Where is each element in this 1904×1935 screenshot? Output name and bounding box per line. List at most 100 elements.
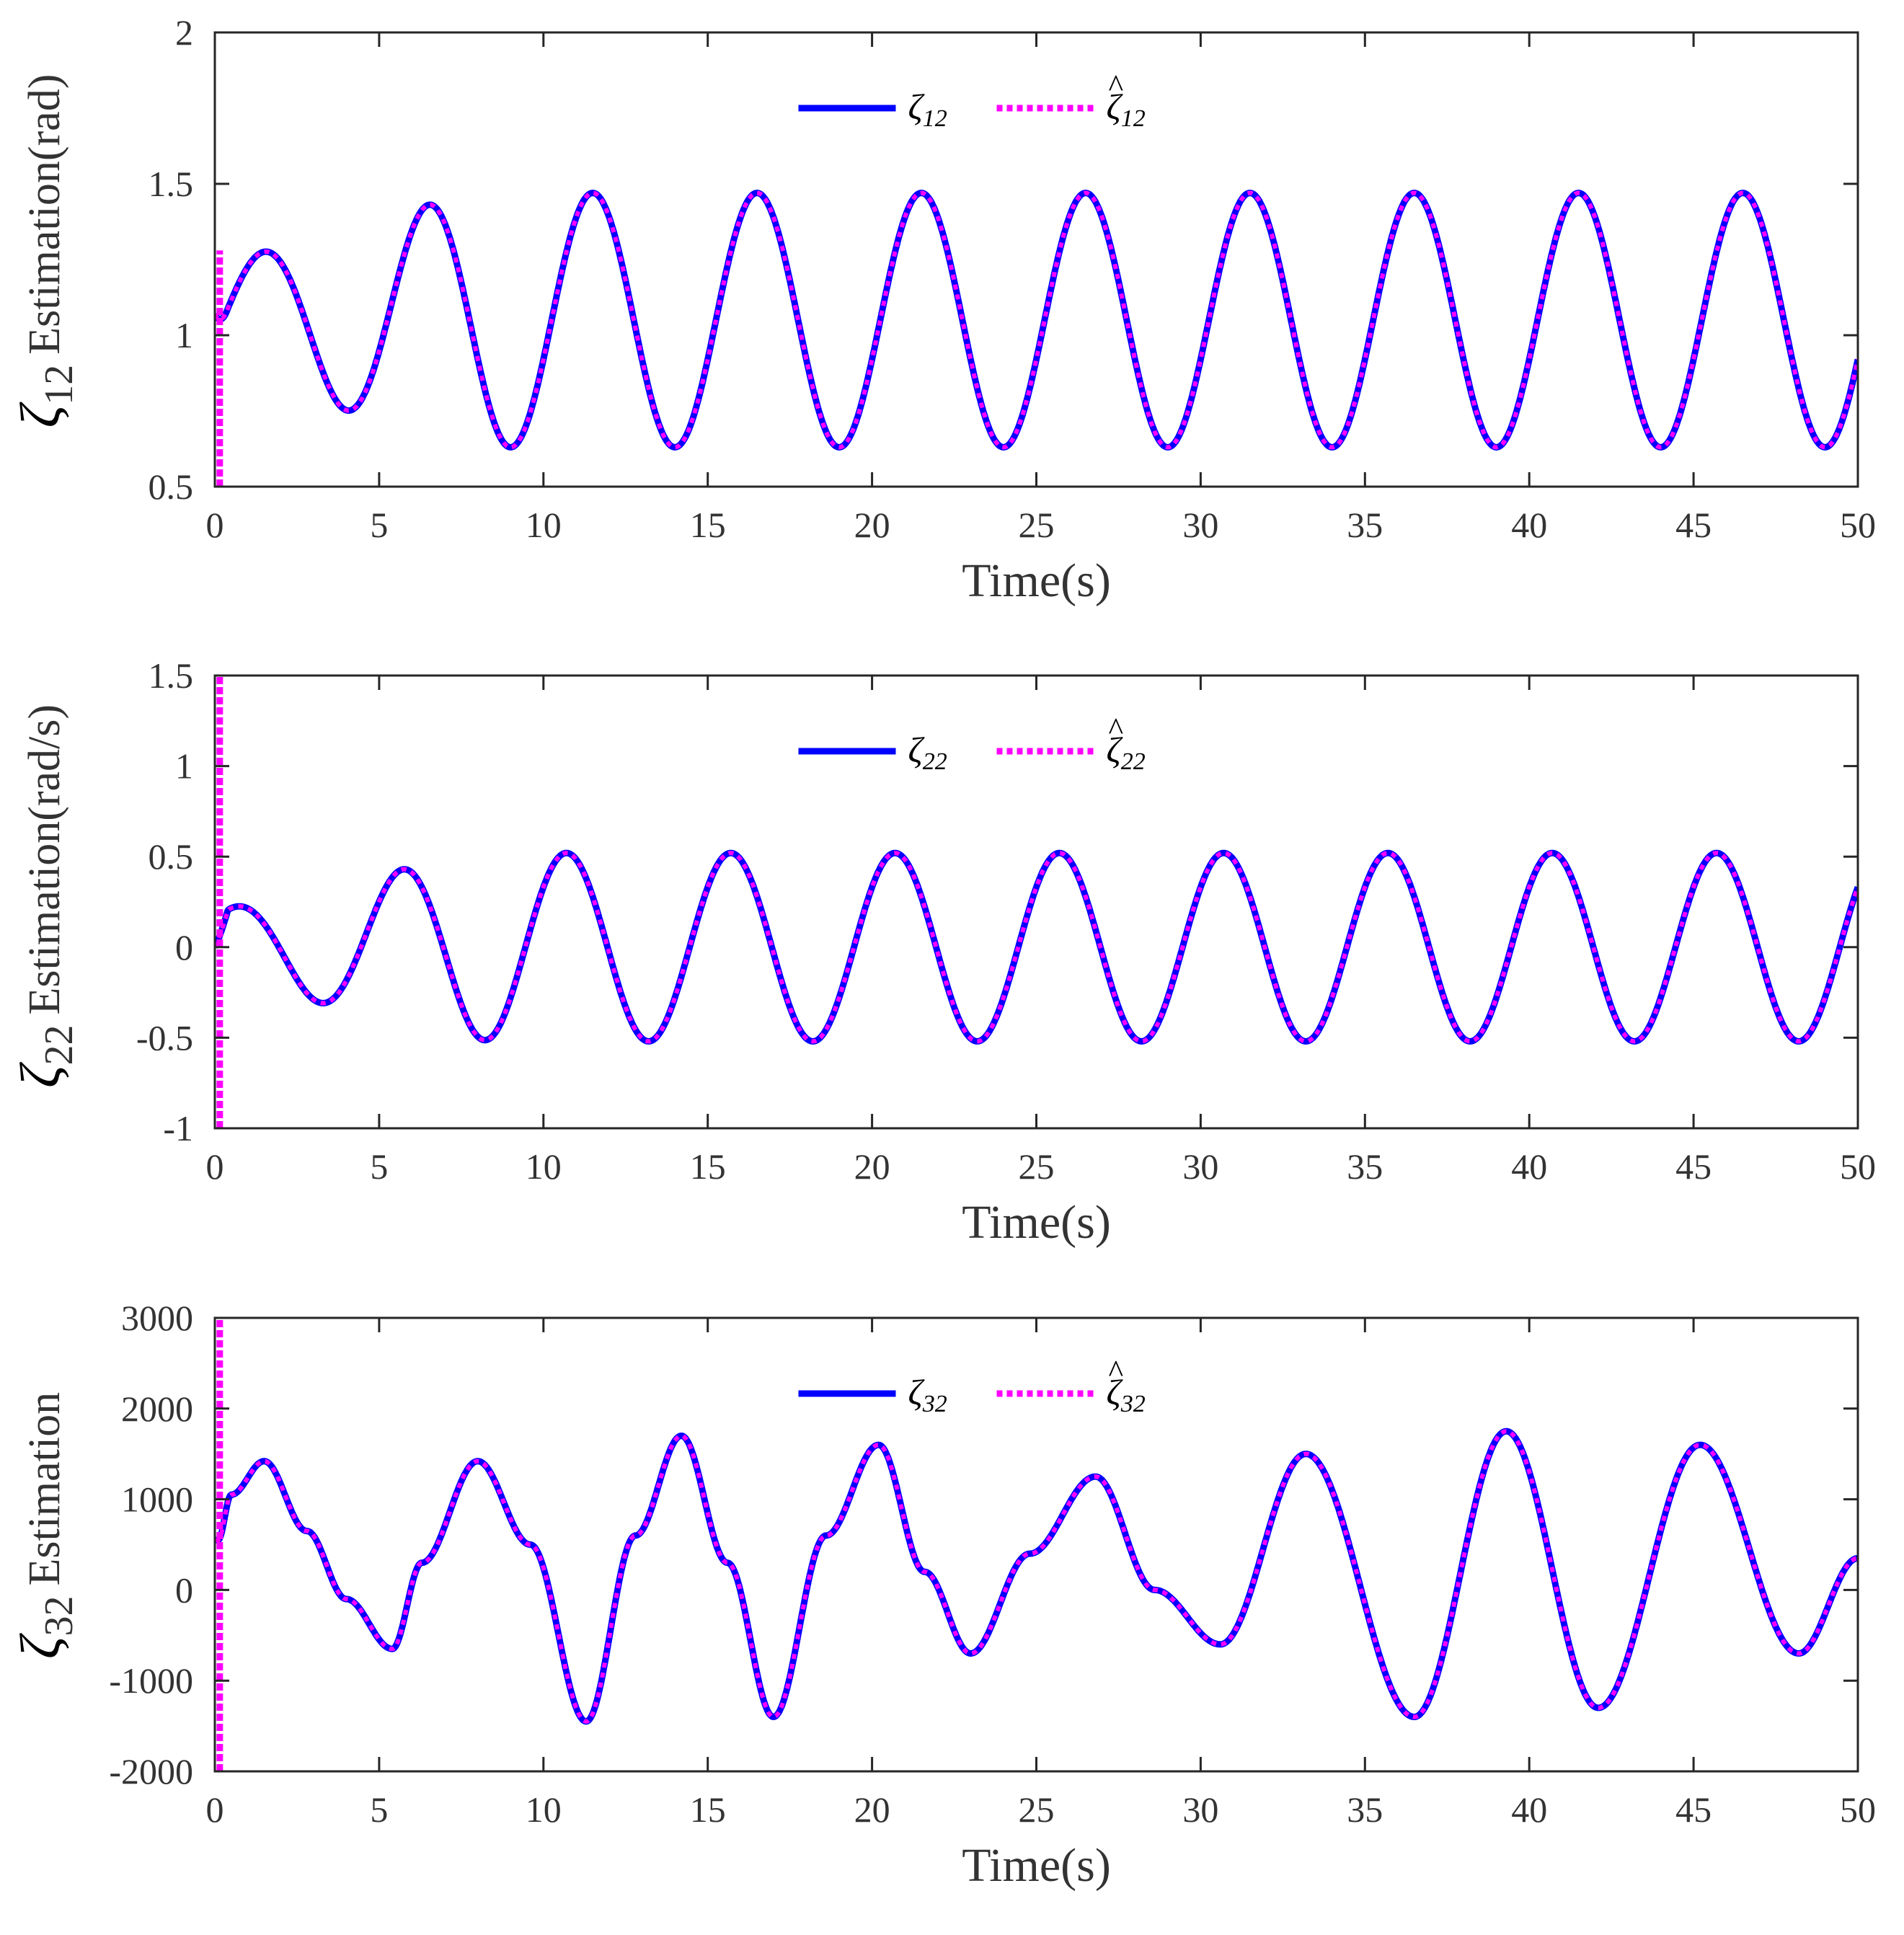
x-tick-label: 35 bbox=[1347, 1146, 1383, 1187]
series-group bbox=[215, 1318, 1858, 1771]
x-tick-label: 45 bbox=[1675, 505, 1712, 545]
x-tick-label: 40 bbox=[1511, 1146, 1547, 1187]
x-tick-label: 35 bbox=[1347, 505, 1383, 545]
x-tick-label: 15 bbox=[690, 505, 726, 545]
series-group bbox=[215, 190, 1858, 487]
y-tick-label: 2000 bbox=[121, 1389, 193, 1429]
x-tick-label: 20 bbox=[854, 1789, 890, 1830]
x-tick-label: 15 bbox=[690, 1789, 726, 1830]
x-tick-label: 40 bbox=[1511, 1789, 1547, 1830]
x-tick-label: 10 bbox=[526, 1789, 562, 1830]
y-axis-label-text: Estimation(rad/s) bbox=[20, 704, 69, 1014]
y-tick-label: 1.5 bbox=[149, 655, 194, 696]
x-tick-label: 0 bbox=[206, 1789, 224, 1830]
x-tick-label: 50 bbox=[1840, 1789, 1876, 1830]
legend-label-true-subscript: 12 bbox=[923, 105, 947, 132]
x-tick-label: 25 bbox=[1019, 505, 1055, 545]
y-tick-label: -0.5 bbox=[136, 1017, 193, 1058]
x-tick-label: 45 bbox=[1675, 1789, 1712, 1830]
x-tick-label: 35 bbox=[1347, 1789, 1383, 1830]
legend-label-estimate-symbol: ζ bbox=[1107, 1372, 1124, 1412]
legend-label-true: ζ32 bbox=[908, 1372, 947, 1417]
legend: ζ22 ζ22^ bbox=[798, 712, 1146, 775]
legend-label-true: ζ22 bbox=[908, 730, 947, 775]
legend-label-true-subscript: 32 bbox=[922, 1391, 947, 1417]
x-tick-label: 5 bbox=[370, 1789, 388, 1830]
y-tick-label: -1000 bbox=[109, 1660, 193, 1701]
legend-label-true: ζ12 bbox=[908, 87, 947, 132]
legend-label-estimate-subscript: 12 bbox=[1121, 105, 1146, 132]
x-tick-label: 20 bbox=[854, 505, 890, 545]
y-axis-label-subscript: 12 bbox=[37, 365, 81, 405]
legend-label-true-symbol: ζ bbox=[908, 730, 926, 770]
x-tick-label: 40 bbox=[1511, 505, 1547, 545]
x-tick-label: 10 bbox=[526, 1146, 562, 1187]
x-tick-label: 20 bbox=[854, 1146, 890, 1187]
legend-label-estimate-subscript: 22 bbox=[1121, 748, 1146, 775]
series-line-estimate bbox=[215, 190, 1858, 450]
x-tick-label: 50 bbox=[1840, 505, 1876, 545]
y-axis-label-subscript: 22 bbox=[37, 1024, 81, 1065]
y-axis-label: ζ12 Estimation(rad) bbox=[9, 74, 81, 428]
panel-top: 0 5 10 15 20 25 30 35 40 45 500.511.52Time(s)ζ12Es… bbox=[9, 12, 1876, 607]
legend: ζ32 ζ32^ bbox=[798, 1354, 1146, 1417]
y-tick-label: 1.5 bbox=[149, 164, 194, 204]
y-tick-label: 3000 bbox=[121, 1298, 193, 1338]
y-axis-label: ζ32 Estimation bbox=[9, 1392, 81, 1659]
legend-label-estimate: ζ32 bbox=[1107, 1372, 1146, 1417]
y-tick-label: 0 bbox=[175, 1569, 193, 1610]
y-axis-label-text: Estimation(rad) bbox=[20, 74, 69, 355]
legend-hat-accent: ^ bbox=[1109, 68, 1124, 104]
legend-label-estimate: ζ22 bbox=[1107, 730, 1146, 775]
x-tick-label: 0 bbox=[206, 505, 224, 545]
x-axis-label: Time(s) bbox=[962, 1196, 1111, 1249]
plot-area bbox=[215, 676, 1858, 1128]
legend-label-true-subscript: 22 bbox=[923, 748, 947, 775]
y-axis-label-symbol: ζ bbox=[9, 1062, 71, 1088]
y-axis-label-text: Estimation bbox=[20, 1392, 69, 1586]
x-axis-label: Time(s) bbox=[962, 554, 1111, 607]
legend-label-true-symbol: ζ bbox=[908, 1372, 926, 1412]
y-tick-label: -1 bbox=[163, 1108, 193, 1148]
legend-hat-accent: ^ bbox=[1109, 1354, 1124, 1389]
x-tick-label: 15 bbox=[690, 1146, 726, 1187]
y-axis-label-subscript: 32 bbox=[37, 1596, 81, 1637]
legend-hat-accent: ^ bbox=[1109, 712, 1124, 747]
y-axis-label-symbol: ζ bbox=[9, 402, 71, 428]
y-tick-label: 0.5 bbox=[149, 466, 194, 507]
x-tick-label: 0 bbox=[206, 1146, 224, 1187]
legend: ζ12 ζ12^ bbox=[798, 68, 1146, 132]
y-tick-label: 0.5 bbox=[149, 836, 194, 877]
y-tick-label: 1000 bbox=[121, 1479, 193, 1520]
x-tick-label: 5 bbox=[370, 1146, 388, 1187]
legend-label-estimate-subscript: 32 bbox=[1120, 1391, 1146, 1417]
x-axis-label: Time(s) bbox=[962, 1839, 1111, 1892]
y-tick-label: -2000 bbox=[109, 1751, 193, 1792]
series-line-true bbox=[215, 849, 1858, 1045]
x-tick-label: 10 bbox=[526, 505, 562, 545]
legend-label-true-symbol: ζ bbox=[908, 87, 926, 127]
y-tick-label: 1 bbox=[175, 315, 193, 355]
plot-area bbox=[215, 32, 1858, 487]
x-tick-label: 45 bbox=[1675, 1146, 1712, 1187]
x-tick-label: 50 bbox=[1840, 1146, 1876, 1187]
legend-label-estimate: ζ12 bbox=[1107, 87, 1146, 132]
x-tick-label: 5 bbox=[370, 505, 388, 545]
y-tick-label: 2 bbox=[175, 12, 193, 53]
panel-bottom: 0 5 10 15 20 25 30 35 40 45 50 -2000 -1000 0 1000 2000 3… bbox=[9, 1298, 1876, 1892]
panel-middle: 0 5 10 15 20 25 30 35 40 45 50 -1 -0.5 0 0.5 1 1.5 Time(s… bbox=[9, 655, 1876, 1249]
x-tick-label: 25 bbox=[1019, 1789, 1055, 1830]
x-tick-label: 30 bbox=[1182, 1789, 1218, 1830]
x-tick-label: 30 bbox=[1182, 1146, 1218, 1187]
plot-area bbox=[215, 1318, 1858, 1771]
x-tick-label: 25 bbox=[1019, 1146, 1055, 1187]
y-axis-label: ζ22 Estimation(rad/s) bbox=[9, 704, 81, 1088]
legend-label-estimate-symbol: ζ bbox=[1107, 730, 1124, 770]
series-group bbox=[215, 676, 1858, 1128]
y-axis-label-symbol: ζ bbox=[9, 1633, 71, 1659]
series-line-estimate bbox=[215, 1429, 1858, 1724]
y-tick-label: 1 bbox=[175, 746, 193, 787]
y-tick-label: 0 bbox=[175, 927, 193, 967]
legend-label-estimate-symbol: ζ bbox=[1107, 87, 1124, 127]
